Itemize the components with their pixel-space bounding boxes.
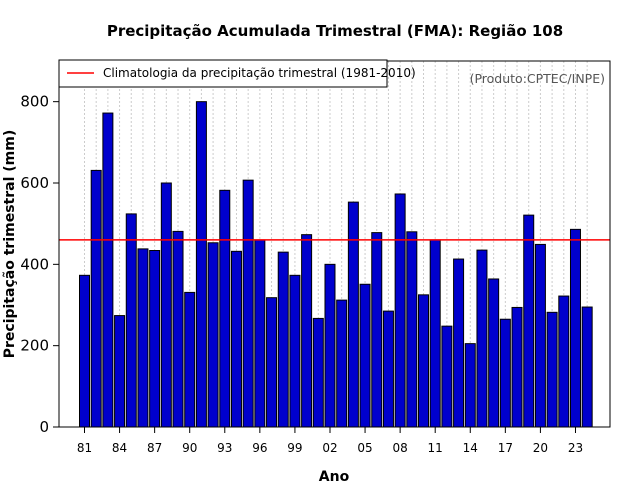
bar-90: [184, 291, 196, 428]
bar-01: [312, 317, 324, 428]
x-axis-title: Ano: [319, 469, 350, 485]
legend-label: Climatologia da precipitação trimestral …: [103, 66, 416, 80]
x-tick-label: 08: [392, 441, 407, 455]
bar-85: [125, 213, 137, 428]
bar-83: [102, 112, 114, 428]
bars-group: [79, 101, 593, 428]
bar-97: [266, 297, 278, 428]
y-axis: 0 200 400 600 800: [20, 93, 59, 436]
bar-09: [406, 231, 418, 428]
bar-21: [546, 311, 558, 428]
bar-14: [464, 343, 476, 428]
y-tick-label: 800: [20, 93, 49, 111]
bar-82: [90, 169, 102, 428]
source-credit: (Produto:CPTEC/INPE): [470, 71, 605, 86]
bar-10: [418, 294, 430, 428]
y-tick-label: 0: [39, 418, 49, 436]
x-tick-label: 81: [77, 441, 92, 455]
x-tick-label: 11: [428, 441, 443, 455]
bar-81: [79, 274, 90, 428]
bar-94: [230, 250, 242, 428]
y-tick-label: 400: [20, 255, 49, 273]
bar-24: [581, 306, 593, 428]
bar-16: [488, 278, 500, 428]
legend: Climatologia da precipitação trimestral …: [58, 59, 416, 88]
bar-05: [359, 283, 371, 428]
bar-92: [207, 242, 219, 428]
bar-12: [441, 325, 453, 428]
bar-03: [336, 299, 348, 428]
bar-99: [289, 274, 301, 428]
bar-96: [254, 239, 266, 428]
x-axis: 81 84 87 90 93 96 99 02 05 08 11 14 17 20 23: [77, 427, 583, 455]
y-axis-title: Precipitação trimestral (mm): [2, 130, 18, 358]
x-tick-label: 87: [147, 441, 162, 455]
bar-18: [511, 306, 523, 428]
bar-95: [242, 179, 254, 428]
bar-04: [347, 201, 359, 428]
x-tick-label: 90: [182, 441, 197, 455]
bar-08: [394, 193, 406, 428]
x-tick-label: 05: [357, 441, 372, 455]
legend-box: [58, 59, 388, 88]
bar-13: [453, 258, 465, 428]
bar-23: [569, 228, 581, 428]
bar-02: [324, 263, 336, 428]
x-tick-label: 23: [568, 441, 583, 455]
x-tick-label: 84: [112, 441, 127, 455]
x-tick-label: 93: [217, 441, 232, 455]
bar-93: [219, 189, 231, 428]
bar-11: [429, 239, 441, 428]
x-tick-label: 17: [498, 441, 513, 455]
x-tick-label: 14: [463, 441, 478, 455]
bar-19: [523, 214, 535, 428]
bar-86: [137, 248, 149, 428]
x-tick-label: 96: [252, 441, 267, 455]
bar-06: [371, 232, 383, 428]
x-tick-label: 20: [533, 441, 548, 455]
bar-22: [558, 295, 570, 428]
bar-17: [499, 318, 511, 428]
y-tick-label: 200: [20, 337, 49, 355]
bar-91: [195, 101, 207, 428]
chart-title: Precipitação Acumulada Trimestral (FMA):…: [107, 22, 563, 40]
x-tick-label: 99: [287, 441, 302, 455]
y-tick-label: 600: [20, 174, 49, 192]
bar-89: [172, 230, 184, 428]
bar-20: [534, 243, 546, 428]
x-tick-label: 02: [322, 441, 337, 455]
bar-07: [382, 310, 394, 428]
bar-84: [114, 315, 126, 428]
bar-98: [277, 251, 289, 428]
bar-87: [149, 250, 161, 428]
bar-00: [301, 234, 313, 428]
bar-15: [476, 249, 488, 428]
bar-88: [160, 182, 172, 428]
